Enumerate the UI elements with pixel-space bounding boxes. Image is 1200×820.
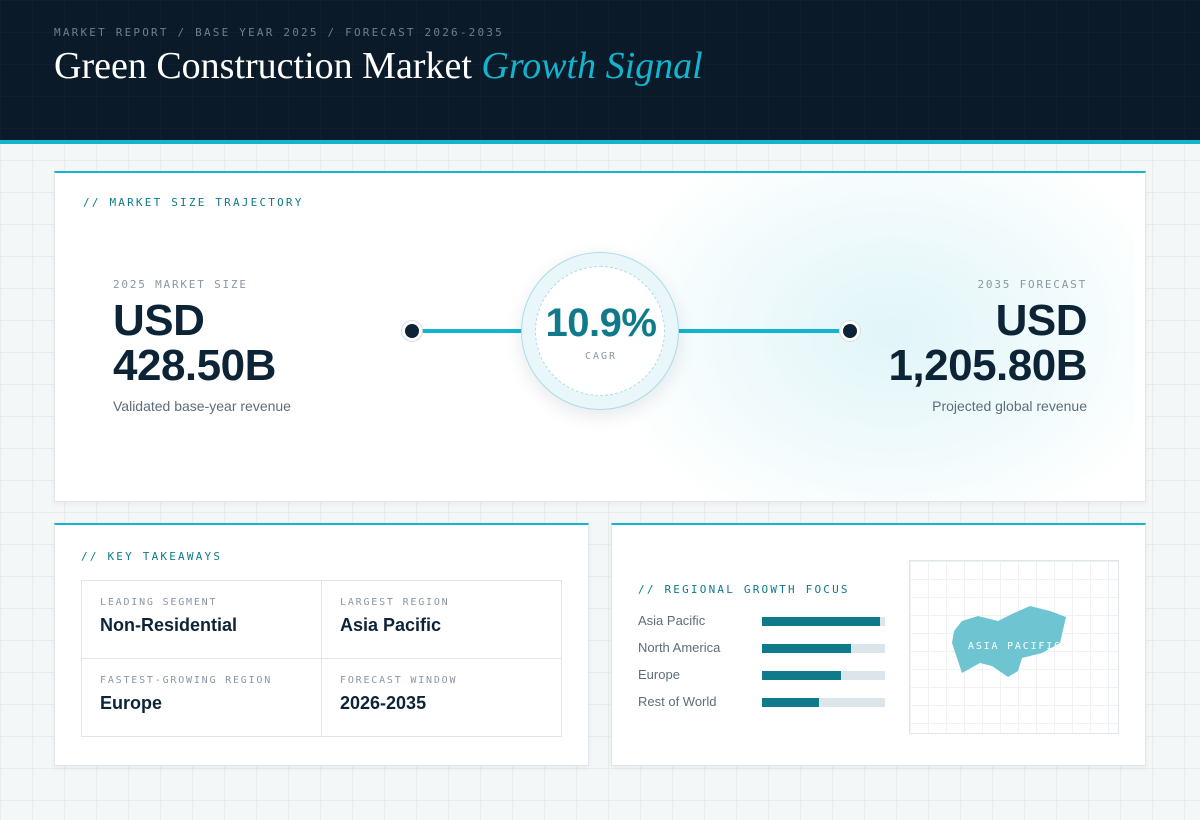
key-takeaways-card: // KEY TAKEAWAYS LEADING SEGMENT Non-Res… bbox=[54, 523, 589, 766]
takeaway-value: Asia Pacific bbox=[340, 615, 442, 635]
report-header: MARKET REPORT / BASE YEAR 2025 / FORECAS… bbox=[0, 0, 1200, 144]
region-bar-row: North America bbox=[638, 639, 888, 657]
end-marker bbox=[840, 321, 860, 341]
takeaway-value: Europe bbox=[100, 693, 163, 713]
start-metric-currency: USD bbox=[113, 296, 205, 345]
region-name: Europe bbox=[638, 667, 680, 682]
cagr-badge: 10.9% CAGR bbox=[521, 252, 679, 410]
takeaway-value: Non-Residential bbox=[100, 615, 238, 635]
end-metric-label: 2035 FORECAST bbox=[977, 278, 1087, 291]
region-bar-fill bbox=[762, 617, 881, 626]
region-bar-track bbox=[762, 698, 885, 707]
takeaway-fastest-growing-region: FASTEST-GROWING REGION Europe bbox=[82, 659, 322, 737]
region-map: ASIA PACIFIC bbox=[909, 560, 1119, 734]
region-bar-row: Asia Pacific bbox=[638, 612, 888, 630]
takeaways-grid: LEADING SEGMENT Non-Residential LARGEST … bbox=[81, 580, 562, 737]
card-heading: // MARKET SIZE TRAJECTORY bbox=[83, 196, 304, 209]
page-title: Green Construction Market Growth Signal bbox=[54, 44, 703, 88]
region-bar-fill bbox=[762, 644, 851, 653]
card-heading: // KEY TAKEAWAYS bbox=[81, 550, 223, 563]
start-marker bbox=[402, 321, 422, 341]
map-region-label: ASIA PACIFIC bbox=[968, 641, 1062, 652]
page-title-main: Green Construction Market bbox=[54, 45, 472, 87]
takeaway-largest-region: LARGEST REGION Asia Pacific bbox=[322, 581, 562, 659]
cagr-value: 10.9% bbox=[545, 301, 657, 345]
market-size-trajectory-card: // MARKET SIZE TRAJECTORY 2025 MARKET SI… bbox=[54, 171, 1146, 502]
takeaway-label: LARGEST REGION bbox=[340, 597, 450, 608]
end-metric-currency: USD bbox=[995, 296, 1088, 345]
regional-growth-focus-card: // REGIONAL GROWTH FOCUS Asia Pacific No… bbox=[611, 523, 1146, 766]
page-title-accent: Growth Signal bbox=[481, 45, 703, 87]
end-metric-value: 1,205.80B bbox=[888, 341, 1087, 390]
takeaway-label: FASTEST-GROWING REGION bbox=[100, 675, 273, 686]
takeaway-label: FORECAST WINDOW bbox=[340, 675, 458, 686]
cagr-inner-circle: 10.9% CAGR bbox=[535, 266, 665, 396]
region-bar-fill bbox=[762, 698, 819, 707]
start-metric-value: 428.50B bbox=[113, 341, 276, 390]
region-name: Rest of World bbox=[638, 694, 717, 709]
region-bar-track bbox=[762, 617, 885, 626]
takeaway-leading-segment: LEADING SEGMENT Non-Residential bbox=[82, 581, 322, 659]
start-metric-label: 2025 MARKET SIZE bbox=[113, 278, 248, 291]
asia-pacific-shape-icon bbox=[952, 606, 1066, 677]
cagr-label: CAGR bbox=[584, 351, 618, 362]
region-bar-track bbox=[762, 644, 885, 653]
takeaway-label: LEADING SEGMENT bbox=[100, 597, 218, 608]
region-bar-row: Rest of World bbox=[638, 693, 888, 711]
region-bar-row: Europe bbox=[638, 666, 888, 684]
breadcrumb: MARKET REPORT / BASE YEAR 2025 / FORECAS… bbox=[54, 26, 504, 39]
card-heading: // REGIONAL GROWTH FOCUS bbox=[638, 583, 850, 596]
region-name: Asia Pacific bbox=[638, 613, 706, 628]
region-name: North America bbox=[638, 640, 721, 655]
region-bar-fill bbox=[762, 671, 841, 680]
end-metric-subtitle: Projected global revenue bbox=[932, 398, 1087, 414]
region-bar-track bbox=[762, 671, 885, 680]
takeaway-value: 2026-2035 bbox=[340, 693, 427, 713]
takeaway-forecast-window: FORECAST WINDOW 2026-2035 bbox=[322, 659, 562, 737]
start-metric-subtitle: Validated base-year revenue bbox=[113, 398, 291, 414]
